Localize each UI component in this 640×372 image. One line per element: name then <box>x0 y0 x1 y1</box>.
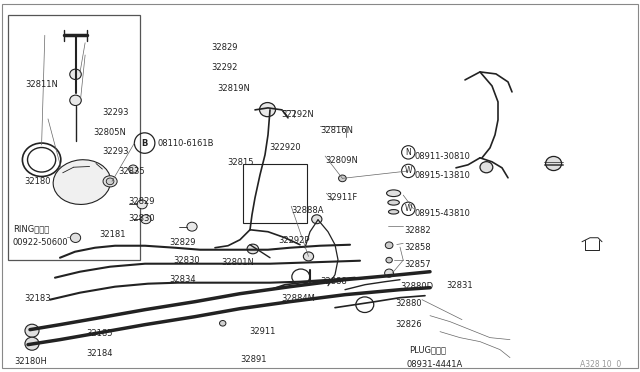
Ellipse shape <box>187 222 197 231</box>
Text: 32829: 32829 <box>211 43 237 52</box>
Text: 32834: 32834 <box>170 275 196 284</box>
Text: 32888A: 32888A <box>291 206 324 215</box>
Text: 32805N: 32805N <box>93 128 125 137</box>
Text: 32811N: 32811N <box>26 80 58 89</box>
Text: 32830: 32830 <box>128 214 155 223</box>
Text: B: B <box>141 138 148 148</box>
Text: 32829: 32829 <box>128 197 154 206</box>
Ellipse shape <box>312 215 322 224</box>
Text: 32829: 32829 <box>170 238 196 247</box>
Text: 322920: 322920 <box>269 143 300 152</box>
Text: RINGリング: RINGリング <box>13 225 49 234</box>
Text: 08915-43810: 08915-43810 <box>415 209 470 218</box>
Ellipse shape <box>339 175 346 182</box>
Text: 32816N: 32816N <box>320 126 353 135</box>
Text: 08110-6161B: 08110-6161B <box>157 138 214 148</box>
Ellipse shape <box>303 252 314 261</box>
Text: 32180: 32180 <box>24 176 51 186</box>
Ellipse shape <box>53 160 111 205</box>
Ellipse shape <box>385 242 393 248</box>
Ellipse shape <box>220 321 226 326</box>
Text: 08915-13810: 08915-13810 <box>415 171 470 180</box>
Text: 32880D: 32880D <box>400 282 433 291</box>
Ellipse shape <box>386 257 392 263</box>
Ellipse shape <box>106 178 114 185</box>
Ellipse shape <box>137 200 147 209</box>
Text: 32292P: 32292P <box>278 236 310 245</box>
Text: 32831: 32831 <box>447 280 474 289</box>
Text: 32826: 32826 <box>396 320 422 328</box>
Ellipse shape <box>70 69 81 80</box>
Text: 32292N: 32292N <box>282 110 314 119</box>
Text: 32293: 32293 <box>102 108 129 117</box>
Text: 08931-4441A: 08931-4441A <box>406 360 463 369</box>
Ellipse shape <box>388 209 399 214</box>
Text: 32185: 32185 <box>86 329 113 338</box>
Text: 32880: 32880 <box>396 299 422 308</box>
Ellipse shape <box>247 244 259 254</box>
Text: W: W <box>404 166 412 176</box>
Text: 32809N: 32809N <box>325 156 358 165</box>
Ellipse shape <box>388 200 399 205</box>
Text: 32819N: 32819N <box>218 84 250 93</box>
Text: 32857: 32857 <box>404 260 431 269</box>
Ellipse shape <box>25 337 39 350</box>
Bar <box>243 164 307 223</box>
Text: 32835: 32835 <box>118 167 145 176</box>
Text: PLUGプラグ: PLUGプラグ <box>410 346 447 355</box>
Ellipse shape <box>70 233 81 243</box>
Text: 32183: 32183 <box>24 294 51 302</box>
Ellipse shape <box>129 165 138 173</box>
Text: 32911: 32911 <box>250 327 276 336</box>
Bar <box>8 15 140 260</box>
Text: W: W <box>404 204 412 213</box>
Ellipse shape <box>545 157 562 170</box>
Ellipse shape <box>387 190 401 196</box>
Text: 32184: 32184 <box>86 349 113 358</box>
Text: 32882: 32882 <box>404 226 431 235</box>
Text: 32884M: 32884M <box>282 294 316 302</box>
Text: 32181: 32181 <box>99 230 125 240</box>
Text: 32180H: 32180H <box>14 357 47 366</box>
Text: 32815: 32815 <box>227 158 253 167</box>
Text: 08911-30810: 08911-30810 <box>415 153 470 161</box>
Text: 32888: 32888 <box>320 277 347 286</box>
Ellipse shape <box>141 215 151 224</box>
Text: 32891: 32891 <box>240 355 266 364</box>
Text: 00922-50600: 00922-50600 <box>13 238 68 247</box>
Ellipse shape <box>385 269 394 277</box>
Text: 32911F: 32911F <box>326 193 358 202</box>
Circle shape <box>402 202 415 215</box>
Circle shape <box>402 146 415 159</box>
Text: 32830: 32830 <box>173 256 200 265</box>
Circle shape <box>402 164 415 177</box>
Text: N: N <box>406 148 411 157</box>
Ellipse shape <box>25 324 39 337</box>
Text: 32858: 32858 <box>404 243 431 252</box>
Text: 32292: 32292 <box>211 63 237 72</box>
Text: A328 10  0: A328 10 0 <box>580 360 621 369</box>
Ellipse shape <box>260 103 275 117</box>
Ellipse shape <box>480 162 493 173</box>
Text: 32293: 32293 <box>102 147 129 156</box>
Text: 32801N: 32801N <box>221 258 253 267</box>
Ellipse shape <box>70 95 81 106</box>
Ellipse shape <box>103 176 117 187</box>
